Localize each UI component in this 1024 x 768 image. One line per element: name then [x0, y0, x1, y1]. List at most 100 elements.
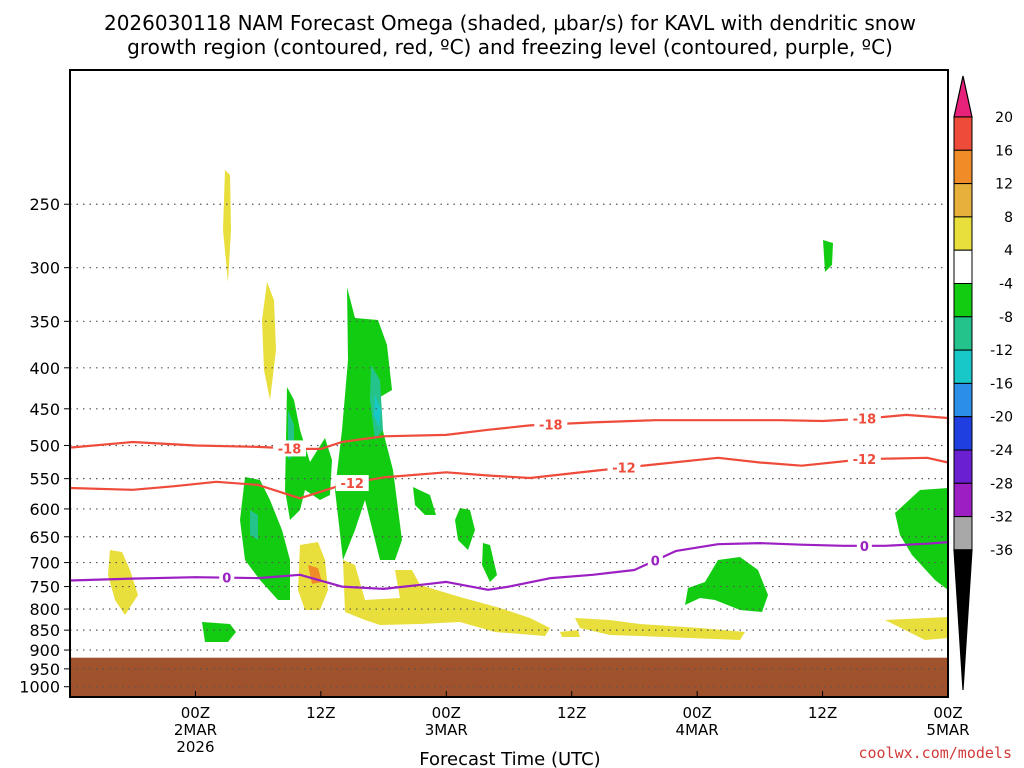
colorbar-segment — [953, 116, 973, 151]
omega-shade-region — [895, 488, 948, 590]
colorbar-segment — [953, 382, 973, 418]
contour-label-bg — [856, 537, 872, 554]
y-tick-label: 400 — [29, 359, 60, 378]
colorbar-segment — [953, 183, 973, 218]
contour-label: -12 — [612, 462, 636, 477]
y-tick-label: 700 — [29, 554, 60, 573]
colorbar-segment — [953, 149, 973, 185]
contour-label-bg — [847, 410, 881, 427]
colorbar-label: -32 — [990, 510, 1013, 526]
contour-label: -18 — [853, 413, 877, 428]
contour-label-bg — [219, 569, 235, 586]
colorbar-segment — [953, 482, 973, 518]
colorbar-label: 16 — [995, 143, 1013, 159]
x-tick-label: 12Z — [557, 704, 586, 722]
y-tick-label: 1000 — [19, 678, 60, 697]
contour-label-bg — [607, 459, 641, 476]
omega-shade-region — [285, 387, 332, 520]
contour-label: -12 — [340, 477, 364, 492]
colorbar-segment — [953, 316, 973, 351]
x-tick-label: 00Z — [432, 704, 461, 722]
colorbar-label: -16 — [990, 376, 1013, 392]
omega-shade-region — [262, 282, 276, 400]
y-tick-label: 850 — [29, 621, 60, 640]
y-tick-label: 450 — [29, 400, 60, 419]
y-tick-label: 800 — [29, 600, 60, 619]
y-axis: 2503003504004505005506006507007508008509… — [19, 195, 70, 697]
colorbar-label: -24 — [990, 443, 1013, 459]
y-tick-label: 950 — [29, 660, 60, 679]
colorbar-label: 12 — [995, 177, 1013, 193]
chart-title-line2: growth region (contoured, red, ºC) and f… — [127, 35, 893, 59]
contour-label-bg — [534, 416, 568, 433]
y-tick-label: 550 — [29, 470, 60, 489]
colorbar: 20 16 12 8 4 -4 -8 -12 -16 -20 -24 -28 -32 -36 — [953, 75, 1013, 691]
y-tick-label: 600 — [29, 500, 60, 519]
omega-shade-region — [108, 550, 138, 615]
contour-label: 0 — [860, 540, 869, 555]
y-tick-label: 900 — [29, 641, 60, 660]
omega-shade-region — [413, 487, 436, 515]
contour-label: 0 — [222, 572, 231, 587]
ground-layer — [70, 657, 948, 697]
x-tick-label: 5MAR — [926, 721, 969, 739]
colorbar-segment — [953, 216, 973, 251]
omega-shade-region — [575, 618, 745, 640]
y-tick-label: 500 — [29, 436, 60, 455]
colorbar-label: -28 — [990, 476, 1013, 492]
colorbar-label: -12 — [990, 343, 1013, 359]
omega-shade-region — [482, 543, 497, 582]
omega-shade-region — [885, 617, 948, 640]
omega-shade-region — [223, 170, 231, 282]
x-tick-label: 2026 — [176, 738, 214, 756]
contour-label: 0 — [651, 555, 660, 570]
colorbar-label: -20 — [990, 410, 1013, 426]
contour-label: -12 — [853, 453, 877, 468]
omega-shade-region — [560, 630, 580, 637]
colorbar-segment — [953, 449, 973, 484]
colorbar-label: -36 — [990, 543, 1013, 559]
y-tick-label: 300 — [29, 259, 60, 278]
x-axis-title: Forecast Time (UTC) — [419, 749, 600, 768]
contour-label-bg — [273, 440, 306, 457]
colorbar-cap-bottom — [953, 549, 973, 691]
colorbar-cap-top — [953, 75, 973, 118]
y-tick-label: 750 — [29, 578, 60, 597]
omega-shade-region — [374, 395, 381, 428]
colorbar-label: 4 — [1004, 243, 1013, 259]
omega-shading — [108, 170, 948, 642]
omega-shade-region — [202, 622, 236, 642]
colorbar-label: 20 — [995, 110, 1013, 126]
colorbar-segment — [953, 416, 973, 451]
contour-lines: -18 -18 -18 -12 -12 -12 0 0 0 — [69, 410, 950, 591]
omega-shade-region — [823, 240, 833, 272]
colorbar-label: 8 — [1004, 210, 1013, 226]
contour-label: -18 — [278, 442, 302, 457]
x-tick-label: 2MAR — [174, 721, 217, 739]
plot-frame — [69, 69, 949, 698]
colorbar-segment — [953, 349, 973, 384]
contour-label-bg — [647, 552, 663, 569]
y-tick-label: 650 — [29, 528, 60, 547]
x-tick-label: 12Z — [306, 704, 335, 722]
x-tick-label: 00Z — [682, 704, 711, 722]
plot-area: -18 -18 -18 -12 -12 -12 0 0 0 — [69, 69, 950, 698]
x-tick-label: 00Z — [933, 704, 962, 722]
y-tick-label: 250 — [29, 195, 60, 214]
colorbar-segment — [953, 249, 973, 284]
x-tick-label: 4MAR — [676, 721, 719, 739]
x-tick-label: 00Z — [181, 704, 210, 722]
chart-title-line1: 2026030118 NAM Forecast Omega (shaded, μ… — [104, 11, 916, 35]
credit-text: coolwx.com/models — [858, 744, 1012, 762]
omega-shade-region — [455, 508, 475, 550]
colorbar-label: -8 — [999, 310, 1013, 326]
colorbar-segment — [953, 283, 973, 318]
contour-label-bg — [847, 451, 881, 468]
x-tick-label: 12Z — [808, 704, 837, 722]
contour-label-bg — [335, 475, 369, 492]
colorbar-segment — [953, 516, 973, 551]
omega-shade-region — [685, 557, 768, 612]
x-tick-label: 3MAR — [425, 721, 468, 739]
